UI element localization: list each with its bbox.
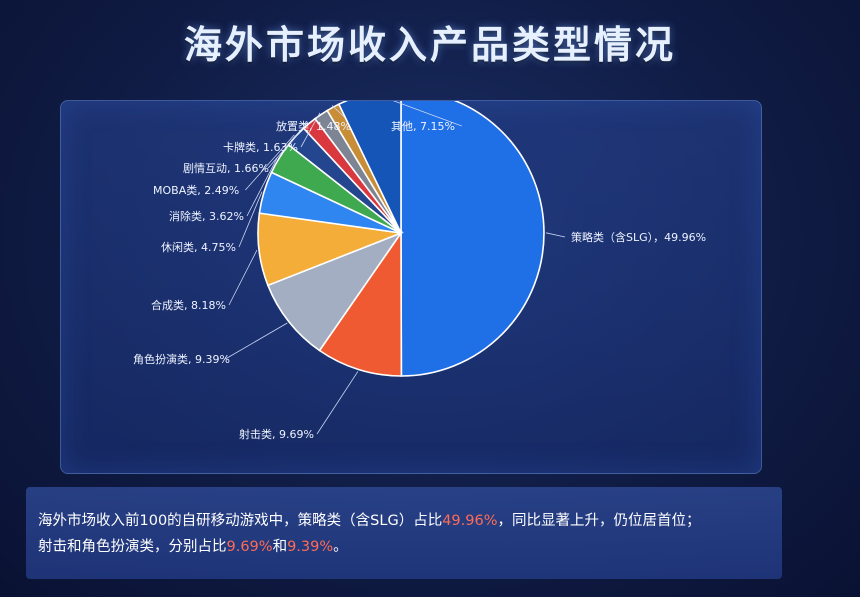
slice-label: 射击类, 9.69% — [239, 427, 314, 441]
pie-chart-panel: 策略类（含SLG），49.96% 射击类, 9.69% 角色扮演类, 9.39% 合成… — [60, 100, 762, 474]
slice-label: 休闲类, 4.75% — [161, 240, 236, 254]
slice-label: 合成类, 8.18% — [151, 298, 226, 312]
leader-line — [246, 156, 278, 217]
summary-text: 海外市场收入前100的自研移动游戏中，策略类（含SLG）占比 — [38, 513, 443, 529]
pie-slice — [400, 101, 545, 377]
summary-line-2: 射击和角色扮演类，分别占比9.69%和9.39%。 — [38, 534, 770, 560]
pie-slice — [318, 230, 403, 377]
leader-line — [228, 249, 258, 306]
highlight-shooter-share: 9.69% — [226, 539, 273, 555]
pie-chart: 策略类（含SLG），49.96% 射击类, 9.69% 角色扮演类, 9.39% 合成… — [133, 101, 706, 441]
slice-label: 策略类（含SLG），49.96% — [571, 230, 706, 244]
leader-line — [392, 101, 462, 127]
summary-line-1: 海外市场收入前100的自研移动游戏中，策略类（含SLG）占比49.96%，同比显… — [38, 508, 770, 534]
leader-line — [300, 112, 321, 148]
summary-text: 。 — [333, 539, 348, 555]
leader-line — [267, 121, 309, 169]
pie-slice — [337, 101, 402, 234]
pie-slice — [266, 231, 404, 352]
highlight-rpg-share: 9.39% — [287, 539, 334, 555]
page-title: 海外市场收入产品类型情况 — [183, 23, 676, 67]
summary-text: ，同比显著上升，仍位居首位； — [497, 513, 701, 529]
slice-label: 其他, 7.15% — [391, 120, 455, 133]
summary-text: 和 — [272, 539, 288, 555]
leader-line — [225, 322, 288, 360]
slice-label: MOBA类, 2.49% — [153, 183, 239, 197]
leader-line — [316, 371, 359, 435]
highlight-strategy-share: 49.96% — [442, 513, 498, 529]
slice-label: 消除类, 3.62% — [169, 209, 244, 223]
slice-label: 卡牌类, 1.63% — [223, 140, 298, 154]
leader-line — [245, 134, 295, 191]
slice-label: 剧情互动, 1.66% — [183, 162, 269, 175]
summary-text: 射击和角色扮演类，分别占比 — [38, 539, 227, 555]
summary-box: 海外市场收入前100的自研移动游戏中，策略类（含SLG）占比49.96%，同比显… — [26, 487, 782, 579]
slice-label: 角色扮演类, 9.39% — [133, 352, 230, 366]
leader-line — [238, 191, 263, 248]
leader-line — [545, 232, 566, 238]
slice-label: 放置类, 1.48% — [276, 119, 351, 133]
